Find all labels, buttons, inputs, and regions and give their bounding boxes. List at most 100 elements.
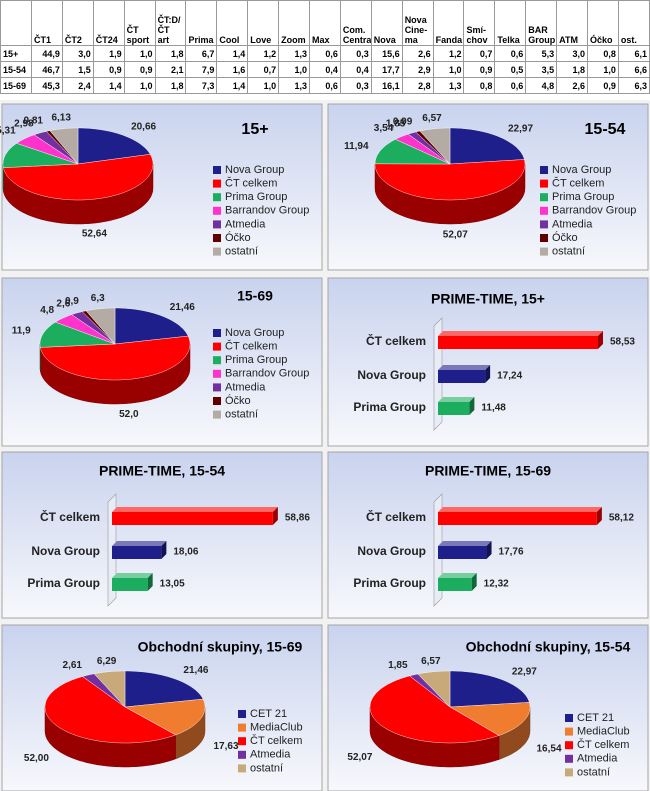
- bar-end: [471, 573, 477, 591]
- bar: [112, 546, 162, 559]
- legend-label: Nova Group: [225, 327, 284, 339]
- chart-title: 15-54: [585, 121, 626, 138]
- table-row: 15-54 46,7 1,5 0,9 0,9 2,1 7,9 1,6 0,7 1,0 0,4 0,4 1…: [0, 61, 650, 78]
- data-label: 52,00: [24, 753, 49, 764]
- column-header: Smí-chov: [463, 0, 496, 46]
- column-header: Fanda: [432, 0, 465, 46]
- legend-label: ČT celkem: [577, 738, 629, 751]
- cell: 46,7: [31, 61, 63, 78]
- legend-swatch: [565, 768, 573, 777]
- category-label: ČT celkem: [40, 509, 100, 524]
- legend-label: ostatní: [250, 762, 283, 774]
- cell: 0,9: [92, 61, 125, 78]
- cell: 1,8: [556, 61, 589, 78]
- cell: 3,0: [556, 45, 589, 62]
- table-wrap: ČT1 ČT2 ČT24 ČT sport ČT:D/ČT art Prima Cool Lo…: [0, 0, 650, 100]
- cell: 6,7: [185, 45, 218, 62]
- data-label: 20,66: [131, 121, 156, 132]
- bar: [438, 402, 470, 415]
- data-label: 6,3: [91, 293, 105, 304]
- data-label: 1,85: [386, 118, 406, 129]
- pie-slice: [39, 321, 116, 348]
- data-label: 52,0: [119, 409, 139, 420]
- cell: 1,9: [92, 45, 125, 62]
- legend-swatch: [213, 383, 221, 392]
- bar: [438, 546, 487, 559]
- category-label: Prima Group: [353, 576, 426, 590]
- bar-end: [161, 541, 167, 559]
- bar-end: [596, 507, 602, 525]
- legend-label: Atmedia: [225, 381, 266, 393]
- cell: 1,8: [154, 77, 187, 94]
- chart-title: 15-69: [237, 288, 273, 304]
- legend-label: Nova Group: [225, 164, 284, 176]
- cell: 44,9: [31, 45, 63, 62]
- column-header: ost.: [617, 0, 650, 46]
- chart-title: PRIME-TIME, 15+: [431, 291, 545, 307]
- cell: 1,4: [216, 77, 249, 94]
- pie-slice: [2, 143, 79, 168]
- cell: 1,0: [432, 61, 465, 78]
- cell: 1,6: [216, 61, 249, 78]
- cell: 6,6: [617, 61, 650, 78]
- pie-slice: [71, 311, 116, 345]
- legend-label: ostatní: [225, 409, 258, 421]
- cell: 1,0: [587, 61, 619, 78]
- cell: 3,5: [525, 61, 558, 78]
- legend-label: MediaClub: [577, 726, 630, 738]
- column-header: ATM: [556, 0, 589, 46]
- cell: 1,0: [278, 61, 311, 78]
- pie-slice: [124, 670, 204, 708]
- chart-panel: 15-69 21,46 52,0 11,9 4,82,60,9 6,3 Nova Group…: [1, 277, 323, 447]
- data-label: 6,57: [421, 656, 441, 667]
- table-row: 15+ 44,9 3,0 1,9 1,0 1,8 6,7 1,4 1,2 1,3 0,6 0,3 15,…: [0, 45, 650, 62]
- bar-top: [112, 507, 278, 512]
- legend-label: Atmedia: [577, 753, 618, 765]
- legend-label: ČT celkem: [225, 177, 277, 190]
- pie-slice: [40, 335, 191, 381]
- bar: [112, 512, 273, 525]
- column-header: Telka: [494, 0, 527, 46]
- cell: 1,0: [123, 77, 156, 94]
- cell: 1,3: [278, 45, 311, 62]
- data-label: 0,9: [65, 296, 79, 307]
- bar-top: [438, 573, 477, 578]
- chart-panel: Obchodní skupiny, 15-54 22,97 16,54 52,07 1,…: [327, 624, 649, 791]
- cell: 0,9: [463, 61, 496, 78]
- category-label: Nova Group: [357, 368, 426, 382]
- legend-swatch: [213, 410, 221, 419]
- chart-panel: Obchodní skupiny, 15-69 21,46 17,63 52,00 2,…: [1, 624, 323, 791]
- legend-swatch: [213, 234, 221, 242]
- data-label: 5,31: [0, 126, 16, 137]
- data-label: 17,76: [499, 547, 524, 558]
- legend-swatch: [213, 342, 221, 351]
- column-header: ČT2: [61, 0, 94, 46]
- cell: 7,3: [185, 77, 218, 94]
- pie-slice: [449, 670, 530, 708]
- category-label: Prima Group: [27, 576, 100, 590]
- cell: 0,4: [339, 61, 372, 78]
- data-label: 6,57: [422, 113, 442, 124]
- table-body: 15+ 44,9 3,0 1,9 1,0 1,8 6,7 1,4 1,2 1,3 0,6 0,3 15,…: [0, 45, 650, 94]
- category-label: ČT celkem: [366, 509, 426, 524]
- row-label: 15-69: [0, 77, 32, 94]
- pie-slice: [395, 133, 451, 165]
- legend-label: ostatní: [225, 246, 258, 258]
- data-label: 17,24: [497, 371, 522, 382]
- column-header: Prima: [185, 0, 218, 46]
- legend-label: ČT celkem: [225, 340, 277, 353]
- cell: 0,6: [309, 77, 341, 94]
- legend-swatch: [540, 166, 548, 174]
- data-label: 11,9: [12, 326, 31, 337]
- legend-swatch: [540, 247, 548, 256]
- data-label: 17,63: [214, 741, 239, 752]
- data-label: 52,64: [82, 229, 107, 240]
- data-label: 52,07: [443, 229, 468, 240]
- cell: 2,6: [401, 45, 434, 62]
- cell: 1,4: [216, 45, 249, 62]
- legend-swatch: [213, 329, 221, 337]
- legend-swatch: [540, 206, 548, 215]
- cell: 0,6: [309, 45, 341, 62]
- legend-label: Óčko: [225, 394, 251, 407]
